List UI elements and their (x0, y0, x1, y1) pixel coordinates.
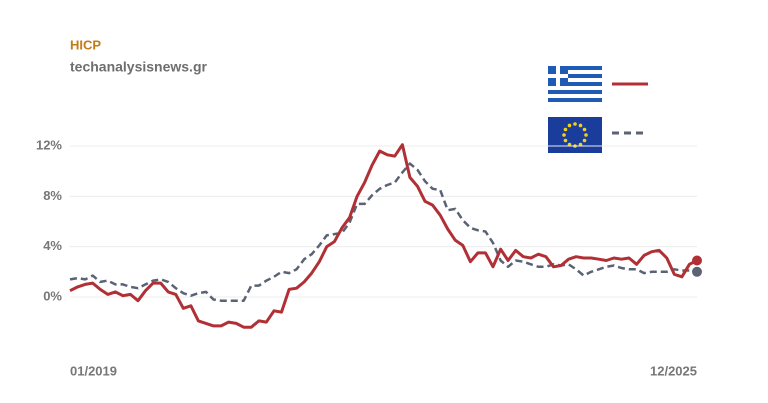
flag-star (582, 127, 587, 132)
flag-star (578, 142, 583, 147)
flag-stripe (548, 94, 602, 98)
chart-title: HICP (70, 37, 101, 52)
flag-stripe (548, 86, 602, 90)
legend (548, 66, 648, 153)
chart-subtitle: techanalysisnews.gr (70, 59, 208, 75)
x-tick-label: 01/2019 (70, 363, 117, 378)
flag-star (563, 127, 568, 132)
y-tick-label: 4% (43, 238, 62, 253)
flag-stripe (548, 90, 602, 94)
flag-stripe (548, 98, 602, 102)
eu-flag (548, 117, 648, 153)
y-tick-label: 0% (43, 288, 62, 303)
end-point (692, 266, 702, 277)
flag-stripe (548, 66, 602, 70)
flag-star (567, 142, 572, 147)
series-line (69, 143, 698, 329)
x-tick-label: 12/2025 (650, 363, 697, 378)
flag-stripe (548, 78, 602, 82)
flag-cross (556, 66, 560, 86)
flag-star (562, 133, 566, 137)
end-point (692, 255, 702, 266)
flag-star (582, 138, 587, 143)
flag-star (584, 133, 588, 137)
flag-star (573, 122, 577, 126)
flag-stripe (548, 70, 602, 74)
y-tick-label: 12% (36, 137, 62, 152)
flag-star (567, 123, 572, 128)
flag-stripe (548, 82, 602, 86)
y-tick-label: 8% (43, 188, 62, 203)
flag-stripe (548, 74, 602, 78)
series-line (69, 162, 698, 302)
flag-star (578, 123, 583, 128)
greek-flag (548, 66, 648, 102)
flag-star (563, 138, 568, 143)
